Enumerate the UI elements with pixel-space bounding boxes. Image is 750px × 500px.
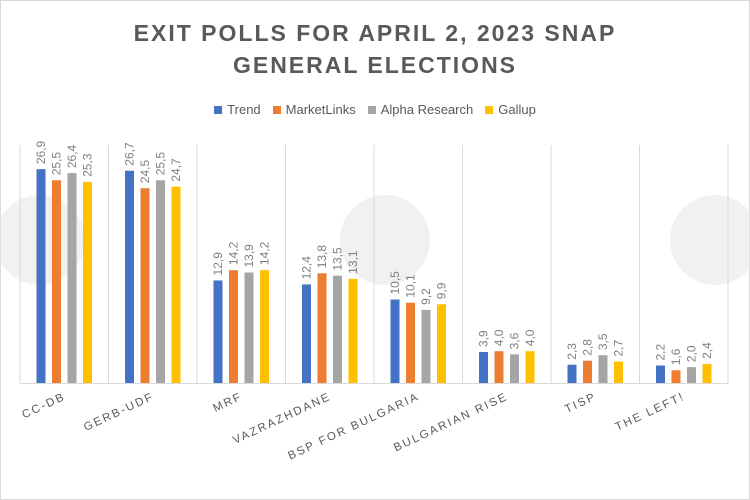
data-label: 10,1 xyxy=(404,274,418,298)
data-label: 24,7 xyxy=(169,158,183,182)
legend-item: Gallup xyxy=(485,102,536,117)
bar xyxy=(244,272,254,383)
bar xyxy=(390,299,400,383)
data-label: 14,2 xyxy=(227,241,241,265)
watermark-logo xyxy=(670,195,750,285)
data-label: 2,0 xyxy=(685,345,699,362)
data-label: 2,8 xyxy=(581,339,595,356)
category-label: THE LEFT! xyxy=(614,391,688,434)
bar xyxy=(317,273,327,383)
data-label: 12,4 xyxy=(300,256,314,280)
category-label: GERB-UDF xyxy=(82,391,156,434)
data-label: 26,4 xyxy=(65,144,79,168)
bar xyxy=(36,169,46,383)
legend-label: MarketLinks xyxy=(285,102,356,117)
data-label: 2,7 xyxy=(612,340,626,357)
bar xyxy=(229,270,238,383)
legend-item: Trend xyxy=(214,102,261,117)
data-label: 10,5 xyxy=(388,271,402,295)
data-label: 13,9 xyxy=(242,244,256,268)
data-label: 9,9 xyxy=(435,282,449,299)
legend-swatch xyxy=(272,106,281,114)
bar xyxy=(687,367,696,383)
watermark-logo xyxy=(340,195,430,285)
data-label: 14,2 xyxy=(258,241,272,265)
bar xyxy=(479,351,488,383)
bar xyxy=(52,180,61,383)
data-label: 3,6 xyxy=(508,332,522,349)
data-label: 25,3 xyxy=(81,153,95,177)
data-label: 1,6 xyxy=(669,348,683,365)
bar xyxy=(421,309,431,383)
legend-swatch xyxy=(367,106,376,114)
legend-item: MarketLinks xyxy=(272,102,356,117)
data-label: 25,5 xyxy=(154,152,168,176)
bar xyxy=(348,278,358,383)
bar xyxy=(333,275,342,383)
legend-label: Alpha Research xyxy=(380,102,474,117)
data-label: 13,5 xyxy=(331,247,345,271)
bar xyxy=(67,173,77,383)
bar xyxy=(83,181,92,383)
data-label: 2,3 xyxy=(565,343,579,360)
bar xyxy=(702,363,712,383)
chart-title-line-2: GENERAL ELECTIONS xyxy=(232,52,518,78)
legend-label: Trend xyxy=(227,102,261,117)
data-label: 13,1 xyxy=(346,250,360,274)
data-label: 26,7 xyxy=(123,142,137,166)
bar xyxy=(583,360,592,383)
legend-swatch xyxy=(214,106,223,114)
bar xyxy=(656,365,665,383)
data-label: 25,5 xyxy=(50,152,64,176)
data-label: 26,9 xyxy=(34,140,48,164)
data-label: 12,9 xyxy=(211,252,225,276)
data-label: 3,5 xyxy=(596,333,610,350)
bar xyxy=(125,170,134,383)
bar xyxy=(510,354,519,383)
bar xyxy=(260,270,269,383)
data-label: 4,0 xyxy=(492,329,506,346)
bar xyxy=(213,280,223,383)
bar xyxy=(567,364,577,383)
bar xyxy=(406,302,415,383)
legend-swatch xyxy=(485,106,494,114)
bar xyxy=(302,284,311,383)
data-label: 9,2 xyxy=(419,288,433,305)
data-label: 13,8 xyxy=(315,245,329,269)
bar xyxy=(525,351,535,383)
data-label: 24,5 xyxy=(138,160,152,184)
bar xyxy=(494,351,504,383)
bar xyxy=(598,355,608,383)
bar xyxy=(614,361,623,383)
category-label: CC-DB xyxy=(20,391,67,421)
bar xyxy=(437,304,446,383)
legend-item: Alpha Research xyxy=(367,102,474,117)
legend: Trend MarketLinks Alpha Research Gallup xyxy=(0,102,750,117)
bar xyxy=(140,188,150,383)
bar xyxy=(171,186,181,383)
category-label: MRF xyxy=(211,391,244,415)
chart-title-line-1: EXIT POLLS FOR APRIL 2, 2023 SNAP xyxy=(133,20,617,46)
data-label: 3,9 xyxy=(477,330,491,347)
bar xyxy=(671,370,681,383)
category-label: TISP xyxy=(563,391,598,416)
bar xyxy=(156,180,165,383)
data-label: 4,0 xyxy=(523,329,537,346)
legend-label: Gallup xyxy=(498,102,536,117)
data-label: 2,4 xyxy=(700,342,714,359)
data-label: 2,2 xyxy=(654,344,668,361)
